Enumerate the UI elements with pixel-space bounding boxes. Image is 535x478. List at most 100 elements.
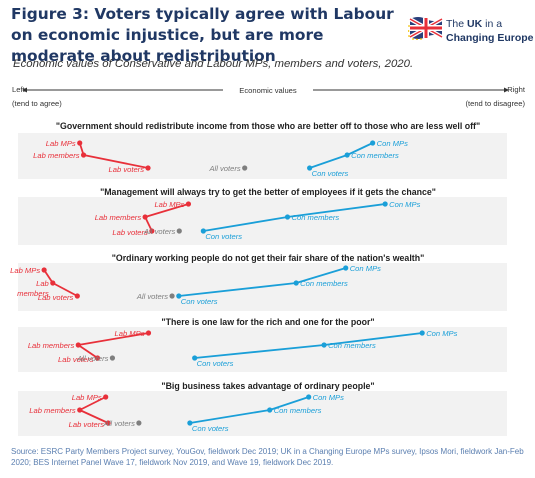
con-connector-line (346, 142, 374, 156)
con-connector-line (189, 409, 270, 424)
con-mps-point (343, 265, 349, 271)
all-voters-label: All voters (76, 354, 108, 363)
lab-members-label: Lab members (17, 279, 49, 298)
con-connector-line (309, 154, 348, 169)
statement-panel: "Ordinary working people do not get thei… (10, 253, 507, 311)
lab-voters-point (94, 355, 101, 361)
all-voters-point (169, 293, 175, 299)
lab-mps-point (103, 394, 109, 400)
lab-mps-label: Lab MPs (72, 393, 102, 402)
statement-panel: "Management will always try to get the b… (18, 187, 507, 245)
con-mps-point (306, 394, 312, 400)
con-voters-point (200, 228, 206, 234)
axis-left-label: Left (12, 85, 26, 94)
all-voters-point (242, 165, 248, 171)
statement-panel: "Government should redistribute income f… (18, 121, 507, 179)
lab-mps-point (145, 330, 152, 336)
uk-in-a-changing-europe-logo: The UK in a Changing Europe (408, 16, 534, 48)
lab-members-label: Lab members (29, 406, 76, 415)
all-voters-label: All voters (143, 227, 175, 236)
lab-voters-label: Lab voters (38, 293, 74, 302)
source-note: Source: ESRC Party Members Project surve… (11, 447, 524, 467)
axis-arrowhead-right (504, 87, 509, 93)
all-voters-label: All voters (136, 292, 168, 301)
con-mps-label: Con MPs (377, 139, 408, 148)
figure-title: Figure 3: Voters typically agree with La… (11, 5, 394, 65)
lab-mps-label: Lab MPs (115, 329, 145, 338)
con-mps-label: Con MPs (313, 393, 344, 402)
axis-right-label: Right (507, 85, 526, 94)
con-members-label: Con members (328, 341, 376, 350)
logo-text-line1: The UK in a (446, 18, 503, 30)
con-members-label: Con members (300, 279, 348, 288)
lab-members-point (80, 152, 87, 158)
lab-voters-label: Lab voters (69, 420, 105, 429)
panel-statement: "Big business takes advantage of ordinar… (161, 381, 374, 391)
con-mps-label: Con MPs (350, 264, 381, 273)
lab-voters-point (145, 165, 151, 171)
panel-background (18, 327, 507, 372)
con-mps-point (370, 140, 376, 146)
con-members-point (284, 214, 291, 220)
lab-mps-label: Lab MPs (154, 200, 184, 209)
con-connector-line (295, 267, 346, 284)
con-connector-line (287, 203, 386, 218)
con-mps-label: Con MPs (389, 200, 420, 209)
all-voters-point (136, 420, 142, 426)
con-voters-label: Con voters (205, 232, 242, 241)
lab-members-point (77, 407, 83, 413)
all-voters-point (109, 355, 116, 361)
lab-members-point (142, 214, 148, 220)
all-voters-label: All voters (208, 164, 240, 173)
con-connector-line (194, 344, 325, 359)
con-connector-line (203, 216, 288, 232)
lab-connector-line (144, 203, 189, 218)
union-jack-icon (408, 17, 443, 40)
con-voters-label: Con voters (197, 359, 234, 368)
con-voters-label: Con voters (192, 424, 229, 433)
con-members-label: Con members (274, 406, 322, 415)
lab-members-point (50, 280, 56, 286)
con-voters-point (307, 165, 313, 171)
lab-voters-point (74, 293, 80, 299)
panel-statement: "Government should redistribute income f… (56, 121, 480, 131)
panel-background (18, 133, 507, 179)
lab-connector-line (43, 269, 54, 284)
lab-connector-line (52, 282, 78, 297)
lab-members-point (75, 342, 81, 348)
con-voters-point (176, 293, 182, 299)
lab-voters-label: Lab voters (58, 355, 94, 364)
con-voters-point (192, 355, 198, 361)
figure-subtitle: Economic values of Conservative and Labo… (13, 58, 414, 70)
lab-voters-label: Lab voters (112, 228, 148, 237)
axis-center-label: Economic values (239, 86, 297, 95)
con-members-point (293, 280, 299, 286)
panel-statement: "Management will always try to get the b… (100, 187, 436, 197)
con-connector-line (178, 282, 297, 297)
lab-connector-line (79, 396, 107, 411)
lab-connector-line (83, 154, 149, 169)
con-members-point (267, 407, 273, 413)
lab-members-label: Lab members (95, 213, 142, 222)
axis-right-sublabel: (tend to disagree) (465, 99, 525, 108)
lab-mps-point (185, 201, 192, 207)
panel-statement: "Ordinary working people do not get thei… (112, 253, 425, 263)
con-voters-label: Con voters (181, 297, 218, 306)
lab-mps-point (77, 140, 83, 146)
lab-voters-point (105, 420, 111, 426)
axis-header: Left (tend to agree) Economic values Rig… (12, 85, 526, 108)
lab-mps-label: Lab MPs (10, 266, 40, 275)
lab-members-label: Lab members (33, 151, 80, 160)
con-mps-point (419, 330, 425, 336)
all-voters-label: All voters (103, 419, 135, 428)
lab-connector-line (79, 409, 109, 424)
logo-text-line2: Changing Europe (446, 32, 534, 44)
panel-background (18, 391, 507, 436)
con-voters-label: Con voters (312, 169, 349, 178)
con-members-label: Con members (292, 213, 340, 222)
statement-panel: "There is one law for the rich and one f… (18, 317, 507, 372)
lab-mps-label: Lab MPs (46, 139, 76, 148)
axis-arrowhead-left (22, 87, 27, 93)
lab-voters-label: Lab voters (109, 165, 145, 174)
